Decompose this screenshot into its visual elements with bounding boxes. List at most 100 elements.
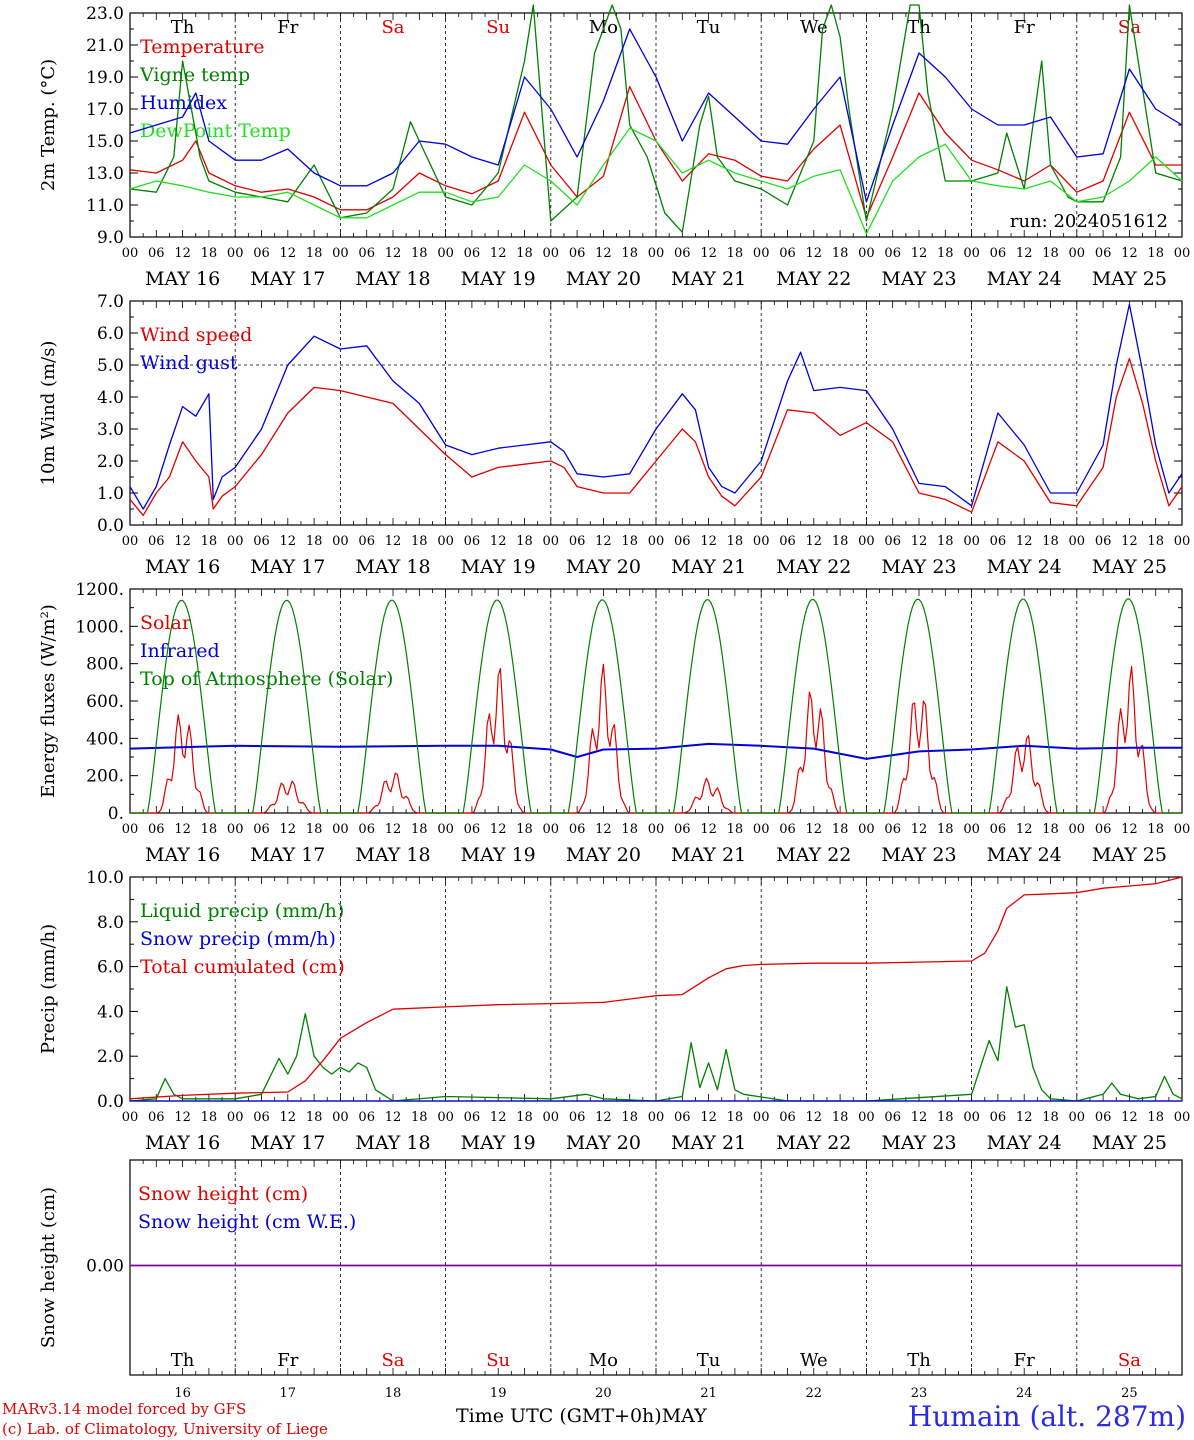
hour-tick-label: 12 <box>911 534 928 549</box>
hour-tick-label: 06 <box>464 822 481 837</box>
weekday-label: Fr <box>1014 17 1035 38</box>
hour-tick-label: 18 <box>621 246 638 261</box>
hour-tick-label: 00 <box>332 246 349 261</box>
y-tick-label: 5.0 <box>97 356 124 376</box>
hour-tick-label: 00 <box>437 822 454 837</box>
hour-tick-label: 18 <box>411 246 428 261</box>
hour-tick-label: 12 <box>806 1110 823 1125</box>
day-number-label: 25 <box>1121 1386 1138 1401</box>
date-label: MAY 22 <box>776 268 851 290</box>
date-label: MAY 23 <box>881 268 956 290</box>
day-number-label: 16 <box>174 1386 191 1401</box>
hour-tick-label: 06 <box>148 246 165 261</box>
hour-tick-label: 12 <box>1016 246 1033 261</box>
hour-tick-label: 12 <box>490 822 507 837</box>
hour-tick-label: 06 <box>779 534 796 549</box>
y-tick-label: 15.0 <box>86 132 124 152</box>
hour-tick-label: 06 <box>569 246 586 261</box>
hour-tick-label: 00 <box>858 246 875 261</box>
hour-tick-label: 12 <box>385 246 402 261</box>
y-tick-label: 11.0 <box>86 196 124 216</box>
y-tick-label: 8.0 <box>97 913 124 933</box>
weekday-label: Th <box>907 1350 931 1371</box>
date-label: MAY 20 <box>566 1132 641 1154</box>
date-label: MAY 17 <box>250 556 325 578</box>
hour-tick-label: 18 <box>516 822 533 837</box>
hour-tick-label: 12 <box>490 246 507 261</box>
hour-tick-label: 12 <box>595 534 612 549</box>
hour-tick-label: 12 <box>174 822 191 837</box>
y-tick-label: 7.0 <box>97 292 124 312</box>
hour-tick-label: 06 <box>148 822 165 837</box>
y-axis-label: Precip (mm/h) <box>38 924 59 1054</box>
y-tick-label: 0.0 <box>97 1092 124 1112</box>
hour-tick-label: 18 <box>1147 246 1164 261</box>
date-label: MAY 17 <box>250 844 325 866</box>
hour-tick-label: 18 <box>411 1110 428 1125</box>
hour-tick-label: 06 <box>358 1110 375 1125</box>
date-label: MAY 18 <box>355 844 430 866</box>
run-annotation: run: 2024051612 <box>1010 211 1168 232</box>
weekday-label: Tu <box>697 1350 721 1371</box>
date-label: MAY 16 <box>145 556 220 578</box>
hour-tick-label: 18 <box>727 1110 744 1125</box>
hour-tick-label: 00 <box>1174 246 1191 261</box>
date-label: MAY 25 <box>1092 1132 1167 1154</box>
weekday-label: Th <box>171 1350 195 1371</box>
date-label: MAY 19 <box>461 1132 536 1154</box>
hour-tick-label: 18 <box>516 246 533 261</box>
hour-tick-label: 12 <box>595 822 612 837</box>
hour-tick-label: 06 <box>674 534 691 549</box>
weekday-label: We <box>800 1350 828 1371</box>
legend-entry: Total cumulated (cm) <box>140 956 345 978</box>
y-tick-label: 10.0 <box>86 868 124 888</box>
hour-tick-label: 00 <box>858 1110 875 1125</box>
hour-tick-label: 00 <box>648 1110 665 1125</box>
legend-entry: Snow precip (mm/h) <box>140 928 336 950</box>
hour-tick-label: 18 <box>937 246 954 261</box>
hour-tick-label: 00 <box>122 534 139 549</box>
hour-tick-label: 06 <box>884 822 901 837</box>
hour-tick-label: 18 <box>727 822 744 837</box>
date-label: MAY 19 <box>461 268 536 290</box>
y-tick-label: 0. <box>108 804 124 824</box>
date-label: MAY 24 <box>987 268 1062 290</box>
hour-tick-label: 12 <box>911 246 928 261</box>
day-number-label: 23 <box>911 1386 928 1401</box>
legend-entry: Vigne temp <box>139 64 250 86</box>
weekday-label: Su <box>486 1350 510 1371</box>
hour-tick-label: 12 <box>806 246 823 261</box>
hour-tick-label: 12 <box>490 1110 507 1125</box>
legend-entry: Humidex <box>140 92 227 114</box>
hour-tick-label: 00 <box>543 534 560 549</box>
date-label: MAY 17 <box>250 268 325 290</box>
hour-tick-label: 12 <box>595 246 612 261</box>
weekday-label: Fr <box>277 17 298 38</box>
legend-entry: Snow height (cm W.E.) <box>138 1211 356 1233</box>
series-temperature <box>129 85 1182 219</box>
date-label: MAY 18 <box>355 1132 430 1154</box>
legend-entry: Snow height (cm) <box>138 1183 308 1205</box>
y-tick-label: 2.0 <box>97 1047 124 1067</box>
hour-tick-label: 18 <box>1147 534 1164 549</box>
hour-tick-label: 00 <box>543 246 560 261</box>
hour-tick-label: 00 <box>332 534 349 549</box>
hour-tick-label: 12 <box>280 822 297 837</box>
hour-tick-label: 00 <box>437 1110 454 1125</box>
y-axis-label: Energy fluxes (W/m²) <box>38 604 59 798</box>
weekday-label: Fr <box>1014 1350 1035 1371</box>
legend-entry: Wind gust <box>140 352 238 374</box>
hour-tick-label: 06 <box>674 246 691 261</box>
day-number-label: 24 <box>1016 1386 1033 1401</box>
hour-tick-label: 18 <box>306 246 323 261</box>
hour-tick-label: 06 <box>1095 246 1112 261</box>
hour-tick-label: 12 <box>595 1110 612 1125</box>
date-label: MAY 19 <box>461 844 536 866</box>
date-label: MAY 20 <box>566 556 641 578</box>
hour-tick-label: 00 <box>437 246 454 261</box>
hour-tick-label: 18 <box>937 1110 954 1125</box>
hour-tick-label: 00 <box>963 534 980 549</box>
y-tick-label: 4.0 <box>97 1002 124 1022</box>
hour-tick-label: 18 <box>832 534 849 549</box>
date-label: MAY 22 <box>776 844 851 866</box>
